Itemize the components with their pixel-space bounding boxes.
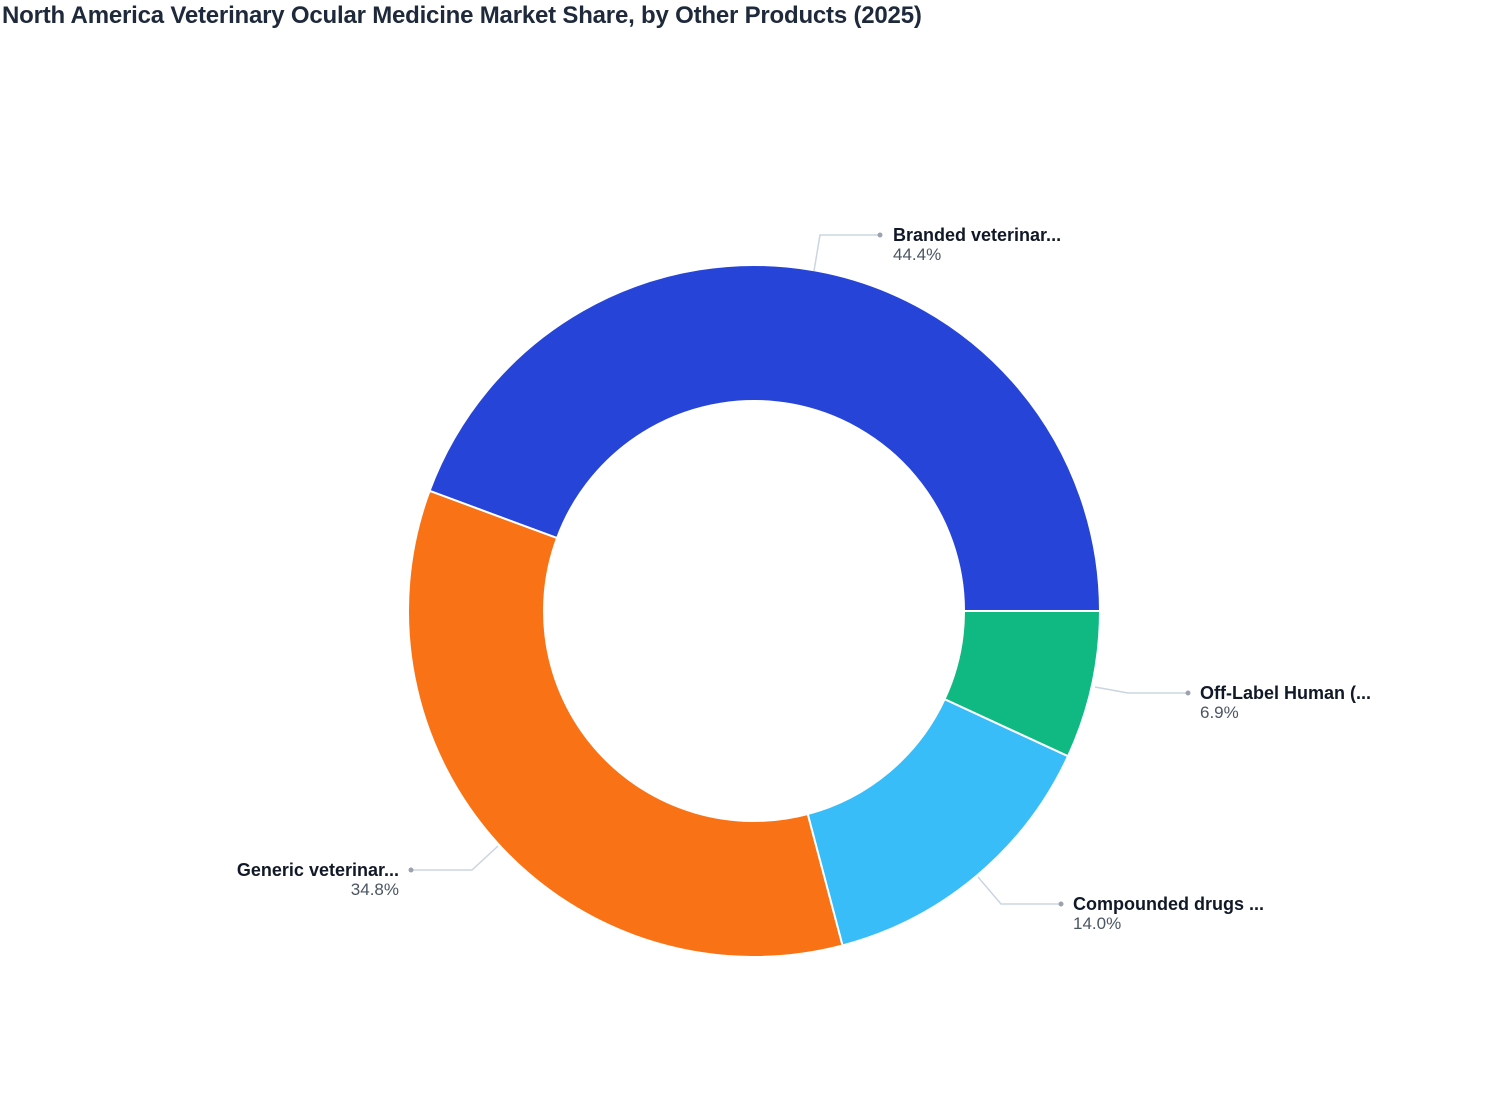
slice-label-name: Generic veterinar... [236,860,399,880]
slice-label-branded: Branded veterinar... 44.4% [893,225,1061,265]
chart-title: North America Veterinary Ocular Medicine… [2,2,922,29]
leader-line-branded [813,234,880,272]
slice-label-value: 44.4% [893,245,942,264]
leader-line-generic [411,845,499,871]
leader-lines [408,232,1191,907]
slice-label-name: Branded veterinar... [893,225,1062,245]
slice-label-compounded: Compounded drugs ... 14.0% [1073,894,1264,934]
donut-slice-offlabel[interactable] [943,610,1102,758]
slice-label-generic: Generic veterinar... 34.8% [237,860,399,900]
slice-label-value: 6.9% [1200,703,1239,722]
donut-slice-branded[interactable] [428,264,1102,612]
slice-label-value: 34.8% [350,880,399,899]
slice-label-name: Compounded drugs ... [1073,894,1264,914]
leader-line-compounded [977,876,1061,905]
slice-label-offlabel: Off-Label Human (... 6.9% [1200,683,1371,723]
slice-label-value: 14.0% [1073,914,1122,933]
leader-dot-branded [877,232,883,238]
donut-slices [407,264,1102,958]
leader-dot-offlabel [1185,690,1191,696]
leader-dot-generic [408,867,414,873]
leader-dot-compounded [1058,901,1064,907]
slice-label-name: Off-Label Human (... [1200,683,1371,703]
leader-line-offlabel [1094,686,1188,694]
donut-slice-generic[interactable] [407,489,844,958]
